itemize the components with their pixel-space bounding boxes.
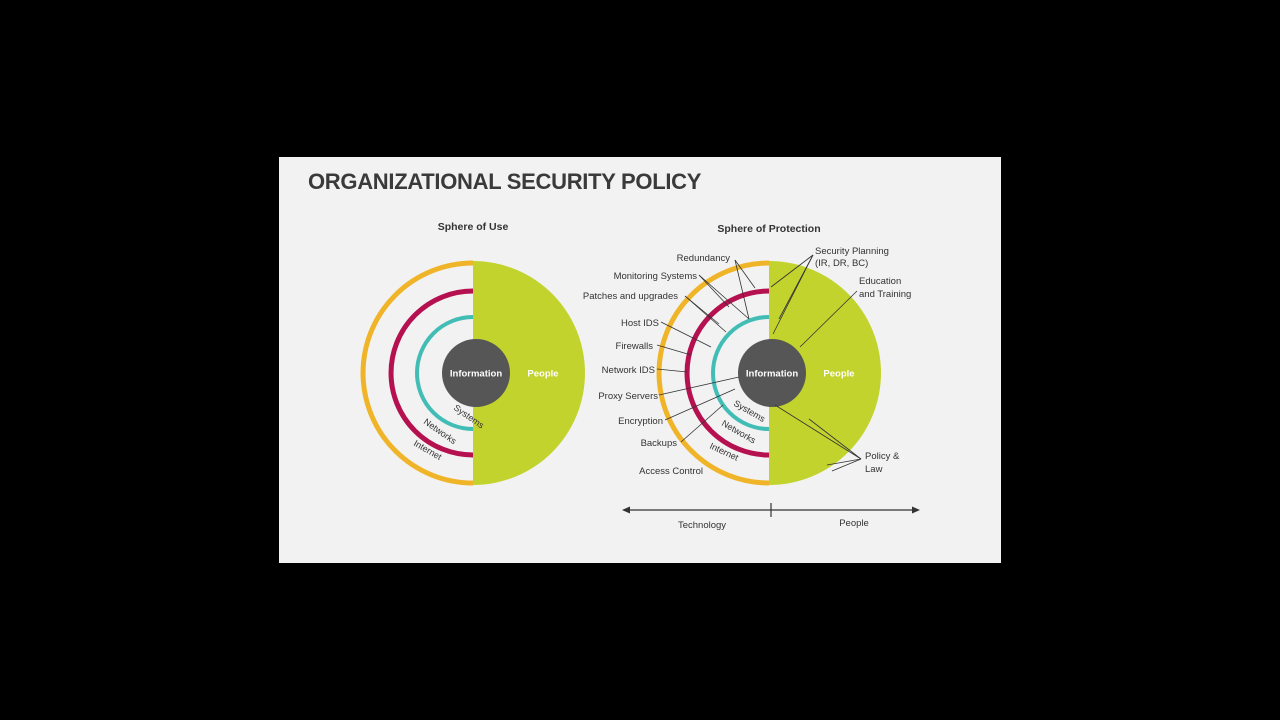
information-label: Information [746, 369, 798, 380]
diagram-canvas: Sphere of Use Information People Systems… [360, 221, 920, 531]
sphere-of-use-heading: Sphere of Use [438, 221, 509, 233]
label-policy-sub: Law [865, 464, 883, 475]
label-host-ids: Host IDS [621, 318, 659, 329]
people-labels: Security Planning (IR, DR, BC) Education… [815, 246, 911, 475]
label-security-planning-sub: (IR, DR, BC) [815, 258, 868, 269]
networks-ring [388, 288, 474, 458]
systems-ring [415, 315, 474, 431]
people-half [769, 261, 881, 485]
sphere-of-protection-heading: Sphere of Protection [717, 223, 820, 235]
label-monitoring-systems: Monitoring Systems [614, 271, 698, 282]
label-redundancy: Redundancy [677, 253, 731, 264]
label-education-sub: and Training [859, 289, 911, 300]
technology-people-axis: Technology People [622, 503, 920, 531]
technology-labels: Redundancy Monitoring Systems Patches an… [583, 253, 730, 477]
information-core [738, 339, 806, 407]
people-label: People [823, 369, 854, 380]
label-patches-upgrades: Patches and upgrades [583, 291, 678, 302]
internet-ring [656, 260, 770, 486]
label-policy: Policy & [865, 451, 900, 462]
axis-technology-label: Technology [678, 520, 726, 531]
people-leader-lines [770, 254, 862, 472]
axis-people-label: People [839, 518, 869, 529]
label-education: Education [859, 276, 901, 287]
information-core [442, 339, 510, 407]
networks-ring [684, 288, 770, 458]
information-label: Information [450, 369, 502, 380]
label-security-planning: Security Planning [815, 246, 889, 257]
label-backups: Backups [641, 438, 678, 449]
sphere-of-protection: Information People Systems Networks Inte… [656, 260, 881, 486]
label-access-control: Access Control [639, 466, 703, 477]
slide: ORGANIZATIONAL SECURITY POLICY Sphere of… [279, 157, 1001, 563]
sphere-of-use: Information People Systems Networks Inte… [360, 260, 585, 486]
people-half [473, 261, 585, 485]
slide-title: ORGANIZATIONAL SECURITY POLICY [308, 169, 702, 194]
label-firewalls: Firewalls [616, 341, 654, 352]
people-label: People [527, 369, 558, 380]
label-network-ids: Network IDS [602, 365, 655, 376]
technology-leader-lines [656, 259, 756, 443]
label-proxy-servers: Proxy Servers [598, 391, 658, 402]
systems-ring [711, 315, 770, 431]
internet-ring [360, 260, 474, 486]
label-encryption: Encryption [618, 416, 663, 427]
